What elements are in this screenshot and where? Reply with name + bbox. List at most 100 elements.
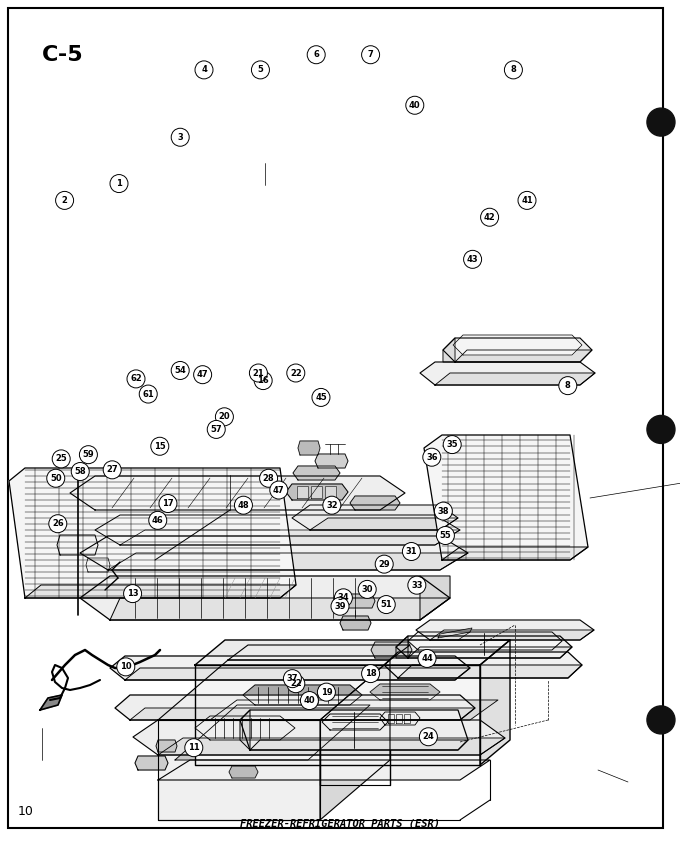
Polygon shape [110, 656, 470, 680]
Polygon shape [443, 338, 592, 362]
Circle shape [423, 448, 441, 466]
Circle shape [103, 461, 121, 479]
Text: 4: 4 [201, 66, 207, 74]
Polygon shape [311, 486, 322, 498]
Polygon shape [210, 700, 498, 720]
Circle shape [362, 45, 379, 64]
Circle shape [287, 364, 305, 382]
Polygon shape [40, 695, 62, 710]
Text: 51: 51 [380, 600, 392, 609]
Text: 28: 28 [262, 474, 275, 482]
Polygon shape [322, 714, 388, 730]
Polygon shape [455, 350, 592, 362]
Text: 61: 61 [142, 390, 154, 398]
Circle shape [358, 580, 376, 599]
Circle shape [151, 437, 169, 456]
Text: 50: 50 [50, 474, 62, 482]
Polygon shape [158, 760, 490, 780]
Circle shape [270, 481, 288, 499]
Text: 57: 57 [210, 425, 222, 434]
Circle shape [287, 674, 305, 693]
Text: 26: 26 [52, 520, 64, 528]
Polygon shape [120, 530, 460, 545]
Circle shape [216, 408, 233, 426]
Text: 48: 48 [237, 501, 250, 509]
Polygon shape [80, 576, 450, 620]
Circle shape [71, 462, 89, 481]
Polygon shape [310, 518, 458, 530]
Circle shape [408, 576, 426, 594]
Polygon shape [108, 553, 468, 570]
Text: 29: 29 [378, 560, 390, 568]
Text: 44: 44 [421, 654, 433, 663]
Circle shape [418, 649, 436, 668]
Polygon shape [396, 636, 408, 658]
Circle shape [505, 61, 522, 79]
Circle shape [117, 658, 135, 676]
Text: 13: 13 [126, 589, 139, 598]
Polygon shape [396, 636, 572, 658]
Polygon shape [175, 705, 370, 760]
Text: 1: 1 [116, 179, 122, 188]
Circle shape [56, 191, 73, 210]
Text: 55: 55 [439, 531, 452, 540]
Polygon shape [229, 766, 258, 778]
Polygon shape [158, 660, 390, 720]
Circle shape [250, 364, 267, 382]
Circle shape [307, 45, 325, 64]
Text: 31: 31 [405, 547, 418, 556]
Circle shape [301, 691, 318, 710]
Text: 11: 11 [188, 743, 200, 752]
Polygon shape [133, 720, 505, 755]
Text: 7: 7 [368, 51, 373, 59]
Polygon shape [298, 441, 320, 455]
Circle shape [49, 514, 67, 533]
Circle shape [149, 511, 167, 530]
Circle shape [195, 61, 213, 79]
Polygon shape [195, 665, 480, 765]
Polygon shape [320, 660, 390, 820]
Text: 32: 32 [326, 501, 338, 509]
Text: 30: 30 [362, 585, 373, 594]
Circle shape [207, 420, 225, 439]
Text: 33: 33 [411, 581, 422, 589]
Text: 2: 2 [62, 196, 67, 205]
FancyBboxPatch shape [8, 8, 663, 828]
Text: 38: 38 [438, 507, 449, 515]
Polygon shape [130, 708, 475, 720]
Polygon shape [156, 740, 177, 752]
Polygon shape [240, 710, 250, 750]
Text: 59: 59 [82, 450, 95, 459]
Polygon shape [297, 486, 308, 498]
Polygon shape [443, 338, 455, 362]
Polygon shape [408, 647, 572, 658]
Polygon shape [396, 714, 402, 723]
Circle shape [377, 595, 395, 614]
Polygon shape [442, 547, 588, 560]
Text: 40: 40 [303, 696, 316, 705]
Text: 16: 16 [257, 376, 269, 385]
Circle shape [171, 128, 189, 147]
Circle shape [252, 61, 269, 79]
Polygon shape [350, 496, 400, 510]
Circle shape [139, 385, 157, 403]
Polygon shape [80, 536, 468, 570]
Polygon shape [438, 628, 472, 638]
Text: 45: 45 [315, 393, 327, 402]
Text: 37: 37 [287, 674, 298, 683]
Polygon shape [110, 598, 450, 620]
Text: 43: 43 [466, 255, 479, 264]
Polygon shape [424, 435, 588, 560]
Text: 25: 25 [55, 455, 67, 463]
Polygon shape [135, 756, 168, 770]
Polygon shape [340, 616, 371, 630]
Text: 8: 8 [511, 66, 516, 74]
Circle shape [110, 174, 128, 193]
Circle shape [647, 706, 675, 734]
Text: 39: 39 [335, 602, 345, 610]
Polygon shape [293, 466, 340, 480]
Circle shape [47, 469, 65, 488]
Polygon shape [70, 476, 405, 510]
Circle shape [647, 415, 675, 444]
Polygon shape [115, 695, 475, 720]
